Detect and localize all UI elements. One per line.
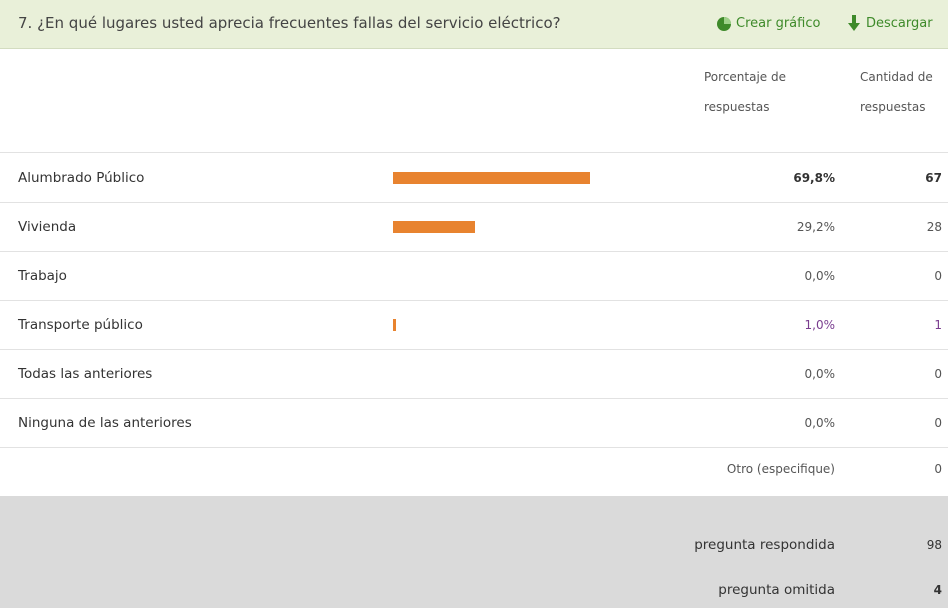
divider [0, 152, 948, 153]
download-link[interactable]: Descargar [866, 16, 933, 31]
column-header-line: respuestas [704, 100, 770, 114]
answered-count: 98 [926, 538, 942, 552]
table-row: Ninguna de las anteriores 0,0% 0 [0, 399, 948, 448]
table-row: Todas las anteriores 0,0% 0 [0, 350, 948, 399]
download-icon [848, 15, 860, 31]
table-row: Trabajo 0,0% 0 [0, 252, 948, 301]
other-row: Otro (especifique) 0 [0, 448, 948, 496]
row-percent: 0,0% [804, 269, 836, 283]
question-header: 7. ¿En qué lugares usted aprecia frecuen… [0, 0, 948, 49]
row-count: 28 [926, 220, 942, 234]
bar [393, 221, 476, 233]
row-percent: 1,0% [804, 318, 836, 332]
answered-label: pregunta respondida [694, 537, 835, 553]
bar [393, 319, 396, 331]
row-count: 0 [934, 269, 942, 283]
row-label: Ninguna de las anteriores [18, 415, 192, 431]
pie-icon [717, 17, 731, 31]
row-percent: 69,8% [793, 171, 835, 185]
row-percent: 0,0% [804, 367, 836, 381]
create-chart-link[interactable]: Crear gráfico [736, 16, 821, 31]
bar [393, 172, 590, 184]
other-label: Otro (especifique) [726, 462, 835, 476]
table-row: Transporte público 1,0% 1 [0, 301, 948, 350]
question-title: 7. ¿En qué lugares usted aprecia frecuen… [18, 14, 561, 32]
row-count: 0 [934, 416, 942, 430]
table-row: Vivienda 29,2% 28 [0, 203, 948, 252]
column-header: Cantidad de respuestas [860, 62, 933, 122]
column-header: Porcentaje de respuestas [704, 62, 786, 122]
row-count: 1 [934, 318, 942, 332]
skipped-label: pregunta omitida [718, 582, 835, 598]
column-header-line: Cantidad de [860, 70, 933, 84]
column-header-line: respuestas [860, 100, 926, 114]
row-percent: 0,0% [804, 416, 836, 430]
row-label: Vivienda [18, 219, 77, 235]
table-row: Alumbrado Público 69,8% 67 [0, 154, 948, 203]
row-percent: 29,2% [796, 220, 835, 234]
column-header-line: Porcentaje de [704, 70, 786, 84]
summary: pregunta respondida 98 pregunta omitida … [0, 496, 948, 608]
other-count: 0 [934, 462, 942, 476]
skipped-count: 4 [933, 583, 942, 597]
row-label: Todas las anteriores [18, 366, 153, 382]
row-count: 0 [934, 367, 942, 381]
row-label: Transporte público [18, 317, 143, 333]
row-label: Alumbrado Público [18, 170, 145, 186]
row-count: 67 [925, 171, 942, 185]
row-label: Trabajo [18, 268, 67, 284]
